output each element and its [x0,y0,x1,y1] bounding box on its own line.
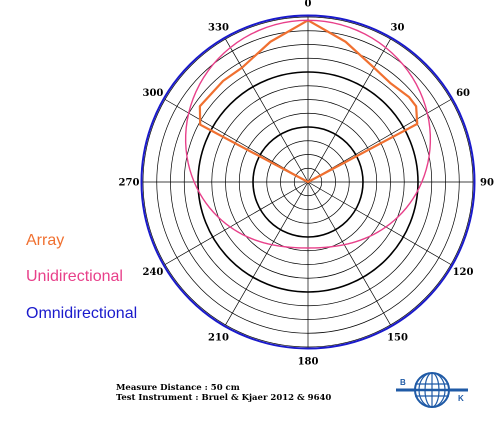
grid-spoke [307,181,452,265]
bruel-kjaer-logo: B K [396,372,468,408]
legend-array-label: Array [26,232,65,249]
logo-letter-k: K [458,394,464,403]
legend-omnidirectional-label: Omnidirectional [26,305,138,322]
angle-label: 330 [208,22,229,33]
grid-spoke [307,38,391,183]
series-omnidirectional [140,14,476,350]
series-layer [140,14,476,350]
test-instrument-note: Test Instrument : Bruel & Kjaer 2012 & 9… [116,393,332,403]
angle-label: 0 [305,0,312,9]
angle-label: 270 [119,178,140,189]
legend-unidirectional-label: Unidirectional [26,268,123,285]
angle-label: 240 [143,267,164,278]
grid-spoke [225,38,309,183]
legend-omnidirectional: Omnidirectional [26,305,137,323]
angle-label: 120 [453,267,474,278]
grid-spoke [164,181,309,265]
legend-unidirectional: Unidirectional [26,268,123,286]
angle-label: 210 [208,333,229,344]
grid-spoke [225,181,309,326]
legend-array: Array [26,232,64,250]
angle-label: 150 [387,333,408,344]
angle-label: 300 [143,88,164,99]
angle-label: 180 [298,357,319,368]
series-unidirectional [184,19,432,249]
measure-distance-note: Measure Distance : 50 cm [116,383,240,393]
angle-label: 30 [391,22,405,33]
series-array [198,19,419,184]
logo-letter-b: B [400,378,406,387]
polar-grid [142,16,474,348]
angle-label: 60 [456,88,470,99]
grid-spoke [307,181,391,326]
angle-labels: 0 30 60 90 120 150 180 210 240 270 300 330 [119,0,494,368]
angle-label: 90 [480,178,494,189]
